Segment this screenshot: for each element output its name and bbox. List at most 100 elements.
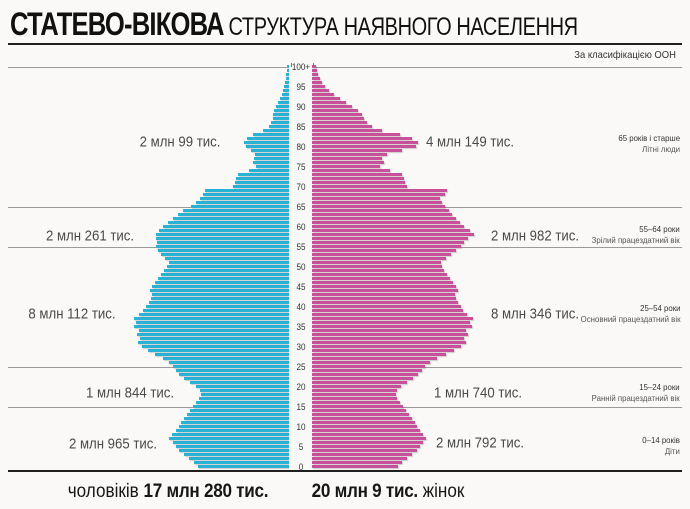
bar-women: [312, 353, 446, 356]
axis-top-tick-left: [291, 63, 292, 67]
men-total-value: 17 млн 280 тис.: [143, 481, 269, 502]
bar-women: [312, 389, 397, 392]
bar-men: [269, 125, 289, 128]
bar-women: [312, 361, 430, 364]
age-tick-25: 25: [295, 362, 306, 372]
age-group-name: Основний працездатний вік: [580, 313, 680, 324]
bar-women: [312, 97, 340, 100]
bar-women: [312, 117, 364, 120]
bar-women: [312, 225, 464, 228]
bar-men: [193, 405, 289, 408]
bar-men: [189, 457, 289, 460]
bar-women: [312, 181, 405, 184]
bar-women: [312, 105, 352, 108]
bar-men: [151, 297, 289, 300]
bar-women: [312, 85, 325, 88]
bar-men: [167, 265, 289, 268]
bar-men: [273, 113, 289, 116]
age-group-annotation-55-64: 55–64 роки Зрілий працездатний вік: [592, 224, 680, 246]
bar-women: [312, 281, 453, 284]
bar-men: [163, 357, 289, 360]
bar-men: [158, 249, 289, 252]
bar-men: [184, 453, 289, 456]
bar-women: [312, 177, 404, 180]
age-group-range: 65 років і старше: [618, 133, 680, 143]
bar-men: [196, 401, 289, 404]
bar-women: [312, 461, 402, 464]
bar-women: [312, 193, 445, 196]
women-total-value: 20 млн 9 тис.: [311, 481, 419, 502]
bar-men: [161, 253, 289, 256]
bar-men: [156, 245, 289, 248]
bar-women: [312, 277, 450, 280]
bar-women: [312, 385, 401, 388]
age-group-name: Ранній працездатний вік: [591, 392, 680, 403]
bar-men: [172, 433, 289, 436]
bar-women: [312, 185, 407, 188]
bar-men: [169, 361, 289, 364]
bar-men: [280, 97, 289, 100]
men-group-total-25-54: 8 млн 112 тис.: [28, 305, 116, 323]
bar-men: [158, 277, 289, 280]
bar-women: [312, 217, 456, 220]
bar-women: [312, 377, 413, 380]
bar-women: [312, 93, 334, 96]
bar-men: [168, 221, 289, 224]
women-total: 20 млн 9 тис. жінок: [312, 481, 465, 503]
bar-women: [312, 229, 470, 232]
age-tick-30: 30: [295, 342, 306, 352]
bar-women: [312, 305, 461, 308]
boundary-line-age-100: [8, 67, 682, 68]
bar-women: [312, 129, 382, 132]
bar-women: [312, 341, 466, 344]
bar-women: [312, 189, 447, 192]
bar-men: [184, 377, 289, 380]
bar-women: [312, 153, 387, 156]
bar-men: [173, 365, 289, 368]
bar-women: [312, 441, 423, 444]
bar-women: [312, 89, 329, 92]
age-group-name: Літні люди: [642, 143, 680, 154]
women-group-total-25-54: 8 млн 346 тис.: [490, 305, 580, 323]
bar-women: [312, 269, 444, 272]
bar-men: [263, 129, 289, 132]
bar-men: [159, 229, 289, 232]
age-tick-80: 80: [295, 142, 306, 152]
bar-women: [312, 69, 317, 72]
bar-women: [312, 257, 446, 260]
bar-men: [146, 305, 289, 308]
age-tick-45: 45: [295, 282, 306, 292]
age-tick-75: 75: [295, 162, 306, 172]
bar-men: [196, 385, 289, 388]
bar-women: [312, 165, 380, 168]
age-group-range: 0–14 років: [642, 435, 680, 445]
bar-men: [143, 309, 289, 312]
bar-men: [190, 381, 289, 384]
bar-men: [285, 81, 289, 84]
page-title: СТАТЕВО-ВІКОВА СТРУКТУРА НАЯВНОГО НАСЕЛЕН…: [10, 6, 578, 43]
bar-men: [191, 205, 289, 208]
bar-women: [312, 221, 460, 224]
bar-men: [183, 209, 289, 212]
bar-women: [312, 337, 464, 340]
bar-women: [312, 421, 415, 424]
bar-men: [286, 77, 289, 80]
bar-women: [312, 285, 456, 288]
age-tick-100+: 100+: [291, 62, 310, 72]
bar-women: [312, 137, 412, 140]
bar-men: [134, 325, 289, 328]
bar-men: [176, 445, 289, 448]
bar-women: [312, 445, 420, 448]
men-total-label: чоловіків: [67, 481, 139, 502]
bar-men: [190, 409, 289, 412]
bar-men: [271, 121, 289, 124]
bar-women: [312, 373, 418, 376]
bar-women: [312, 237, 468, 240]
bar-men: [196, 201, 289, 204]
bar-women: [312, 77, 320, 80]
un-classification-note: За класифікацією ООН: [574, 49, 676, 61]
bar-women: [312, 289, 458, 292]
bar-men: [136, 321, 289, 324]
bar-women: [312, 205, 445, 208]
bar-men: [287, 69, 289, 72]
